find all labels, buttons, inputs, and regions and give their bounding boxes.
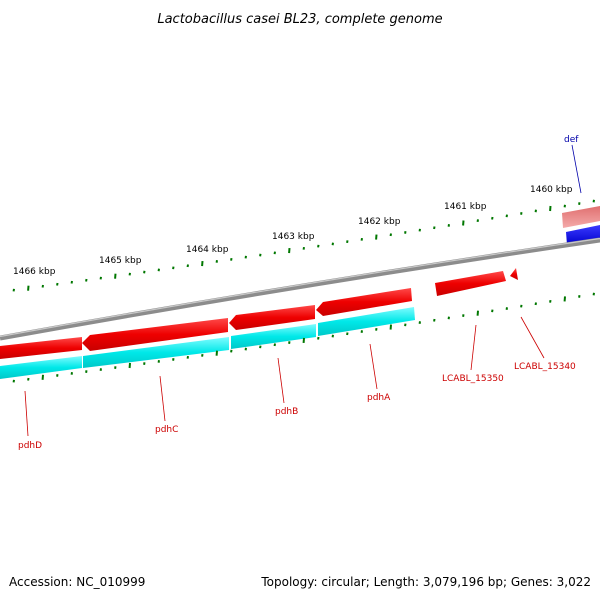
scale-label-1460: 1460 kbp <box>530 185 573 195</box>
accession-text: Accession: NC_010999 <box>9 575 145 589</box>
gene-LCABL-15340[interactable] <box>510 268 518 280</box>
label-pdhA[interactable]: pdhA <box>367 393 391 403</box>
scale-label-1463: 1463 kbp <box>272 232 315 242</box>
label-pdhB[interactable]: pdhB <box>275 407 298 417</box>
label-def[interactable]: def <box>564 135 579 145</box>
def-gene-light[interactable] <box>562 206 600 228</box>
outer-tick-row <box>12 199 595 292</box>
inner-tick-row <box>12 292 595 383</box>
scale-label-1466: 1466 kbp <box>13 267 56 277</box>
def-gene-blue[interactable] <box>566 225 600 245</box>
label-LCABL-15350[interactable]: LCABL_15350 <box>442 374 504 384</box>
scale-label-1464: 1464 kbp <box>186 245 229 255</box>
gene-pdhD[interactable] <box>0 337 82 359</box>
scale-labels: 1466 kbp 1465 kbp 1464 kbp 1463 kbp 1462… <box>13 185 573 277</box>
cds-pdhD[interactable] <box>0 356 82 379</box>
genome-summary-text: Topology: circular; Length: 3,079,196 bp… <box>260 575 591 589</box>
label-pdhC[interactable]: pdhC <box>155 425 178 435</box>
leader-LCABL-15340 <box>520 316 545 359</box>
leader-pdhA <box>369 343 378 390</box>
gene-labels: pdhD pdhC pdhB pdhA LCABL_15350 LCABL_15… <box>18 135 579 451</box>
gene-pdhB[interactable] <box>229 305 315 330</box>
scale-label-1465: 1465 kbp <box>99 256 142 266</box>
forward-gene-track <box>0 268 518 359</box>
scale-label-1462: 1462 kbp <box>358 217 401 227</box>
leader-pdhB <box>277 357 285 404</box>
gene-LCABL-15350[interactable] <box>435 271 506 296</box>
leader-pdhC <box>159 375 166 422</box>
cds-pdhC[interactable] <box>83 337 229 368</box>
cds-pdhA[interactable] <box>318 307 415 336</box>
gene-pdhC[interactable] <box>82 318 228 351</box>
reverse-cds-track <box>0 307 415 379</box>
gene-pdhA[interactable] <box>316 288 412 316</box>
genome-backbone-highlight <box>0 237 600 338</box>
label-LCABL-15340[interactable]: LCABL_15340 <box>514 362 576 372</box>
leader-LCABL-15350 <box>470 324 477 371</box>
gene-leader-lines <box>24 316 545 437</box>
cds-pdhB[interactable] <box>231 324 316 349</box>
map-title: Lactobacillus casei BL23, complete genom… <box>157 12 442 27</box>
scale-label-1461: 1461 kbp <box>444 202 487 212</box>
leader-def <box>571 144 582 194</box>
leader-pdhD <box>24 390 29 437</box>
label-pdhD[interactable]: pdhD <box>18 441 42 451</box>
genome-backbone <box>0 237 600 341</box>
